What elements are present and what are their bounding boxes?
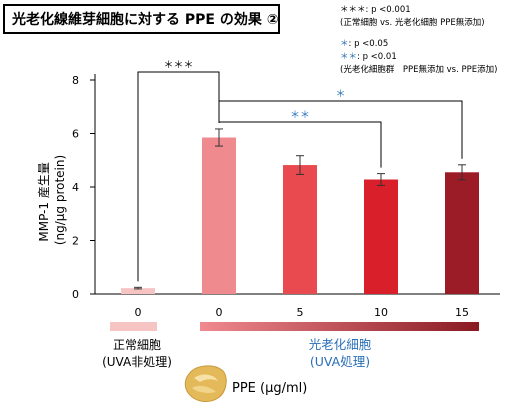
significance-label-0: ＊＊＊ [164, 60, 194, 71]
y-tick-label-1: 2 [72, 235, 79, 248]
bar-4 [445, 172, 479, 294]
y-axis-label-line2: (ng/μg protein) [53, 155, 67, 245]
significance-bracket-0 [137, 71, 220, 282]
bars [121, 137, 479, 294]
x-tick-label-1: 0 [216, 306, 223, 319]
normal-group-strip [110, 322, 157, 331]
chart-title: 光老化線維芽細胞に対する PPE の効果 ② [3, 4, 280, 34]
bar-0 [121, 288, 155, 294]
significance-bracket-2 [218, 100, 463, 159]
y-tick-label-0: 0 [72, 288, 79, 301]
x-tick-label-4: 15 [455, 306, 469, 319]
ppe-axis-label: PPE (μg/ml) [232, 381, 307, 396]
legend-sig2-text: : p <0.01 [357, 52, 397, 62]
legend-sig1-text: : p <0.05 [348, 39, 389, 49]
legend-sig1-marker: ＊ [340, 39, 349, 49]
legend-row-sig1: ＊: p <0.05 [340, 38, 516, 51]
ppe-icon [184, 365, 227, 402]
legend-row-sig2: ＊＊: p <0.01 [340, 51, 516, 64]
bar-2 [283, 165, 317, 294]
x-tick-label-0: 0 [135, 306, 142, 319]
bar-1 [202, 137, 236, 294]
legend-sig3-note: (正常細胞 vs. 光老化細胞 PPE無添加) [340, 18, 485, 28]
bar-3 [364, 179, 398, 294]
legend-sig3-text: : p <0.001 [365, 5, 411, 15]
x-tick-labels: 0 0 5 10 15 [135, 306, 470, 319]
normal-group-label-line2: (UVA非処理) [102, 355, 172, 369]
photoaged-group-label-line1: 光老化細胞 [309, 337, 372, 352]
legend-sig2-marker: ＊＊ [340, 52, 358, 62]
significance-label-2: ＊ [336, 89, 346, 100]
normal-group-label-line1: 正常細胞 [113, 338, 161, 352]
photoaged-group-strip [200, 322, 479, 331]
y-tick-label-4: 8 [72, 74, 79, 87]
legend-sig12-note: (光老化細胞群 PPE無添加 vs. PPE添加) [340, 65, 498, 75]
significance-brackets: ＊＊＊＊＊＊ [137, 60, 463, 282]
y-tick-label-3: 6 [72, 128, 79, 141]
y-axis-label-line1: MMP-1 産生量 [36, 162, 51, 241]
legend-sig3-marker: ＊＊＊ [340, 5, 366, 15]
chart-title-text: 光老化線維芽細胞に対する PPE の効果 ② [12, 12, 279, 28]
significance-legend: ＊＊＊: p <0.001 (正常細胞 vs. 光老化細胞 PPE無添加) ＊:… [340, 4, 516, 77]
x-tick-label-2: 5 [297, 306, 304, 319]
significance-label-1: ＊＊ [290, 110, 310, 121]
x-tick-label-3: 10 [374, 306, 388, 319]
axes: 0 2 4 6 8 [72, 74, 500, 301]
legend-row-sig3: ＊＊＊: p <0.001 [340, 4, 516, 17]
y-tick-label-2: 4 [72, 181, 79, 194]
error-bars [134, 128, 466, 290]
y-axis-label: MMP-1 産生量 (ng/μg protein) [36, 155, 67, 245]
photoaged-group-label-line2: (UVA処理) [310, 354, 370, 369]
